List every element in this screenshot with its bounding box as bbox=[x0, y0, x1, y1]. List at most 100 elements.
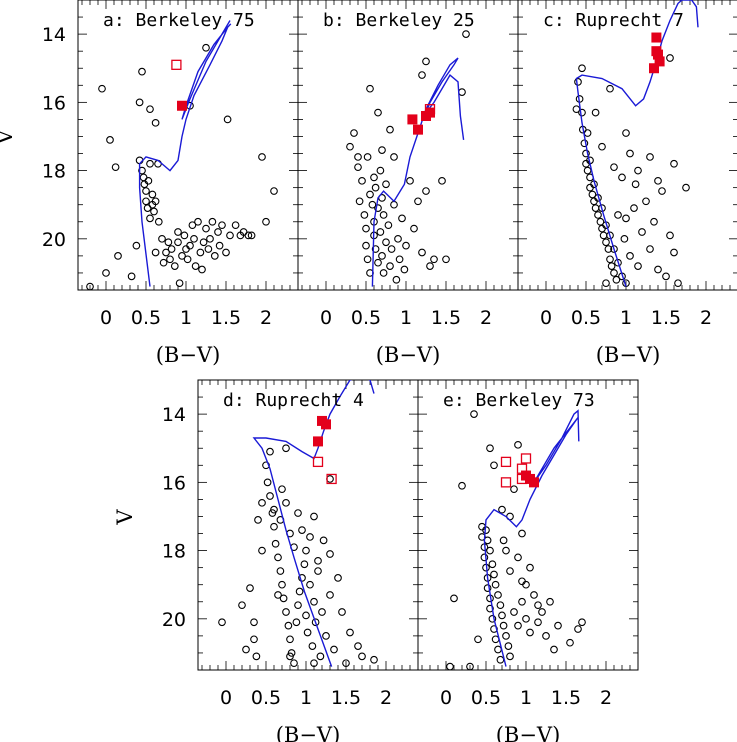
star-point bbox=[206, 234, 214, 243]
star-point bbox=[302, 611, 310, 620]
star-point bbox=[342, 659, 350, 668]
star-point bbox=[591, 108, 600, 117]
star-point bbox=[666, 54, 674, 62]
star-point bbox=[319, 536, 328, 545]
star-point bbox=[298, 526, 306, 534]
star-point bbox=[654, 265, 662, 274]
star-point bbox=[450, 594, 458, 603]
star-point bbox=[642, 197, 650, 206]
star-point bbox=[362, 241, 370, 250]
star-point bbox=[384, 221, 393, 230]
star-point bbox=[514, 440, 522, 449]
star-point bbox=[518, 529, 526, 538]
star-point bbox=[132, 241, 141, 250]
star-point bbox=[550, 645, 558, 654]
star-point bbox=[682, 183, 690, 192]
star-point bbox=[612, 275, 621, 284]
star-point bbox=[395, 255, 404, 264]
star-point bbox=[358, 652, 366, 661]
star-point bbox=[294, 601, 302, 610]
panel-b: 0 0.5 1 1.5 2 (B−V) b: Berkeley 25 bbox=[297, 0, 519, 367]
star-point bbox=[594, 211, 602, 219]
star-point bbox=[514, 621, 522, 630]
star-point bbox=[400, 265, 409, 274]
star-point bbox=[363, 255, 372, 264]
star-point bbox=[316, 652, 325, 661]
x-tick-label: 0.5 bbox=[251, 687, 281, 709]
star-point bbox=[483, 584, 492, 592]
star-point bbox=[602, 238, 610, 247]
star-point bbox=[382, 238, 390, 247]
x-tick-label: 0.5 bbox=[351, 307, 381, 329]
star-point bbox=[674, 279, 682, 288]
star-point bbox=[596, 217, 605, 226]
star-point bbox=[504, 642, 513, 650]
star-point bbox=[318, 608, 326, 616]
star-point bbox=[650, 217, 658, 226]
star-point bbox=[634, 166, 642, 175]
star-point bbox=[658, 187, 666, 195]
star-point bbox=[274, 553, 282, 562]
star-point bbox=[142, 187, 150, 195]
star-point bbox=[366, 190, 374, 199]
star-point bbox=[204, 245, 213, 253]
isochrone-line bbox=[252, 380, 375, 667]
x-axis-label: (B−V) bbox=[276, 723, 341, 742]
star-point bbox=[258, 546, 266, 555]
red-giant-filled bbox=[413, 124, 423, 135]
star-point bbox=[262, 217, 270, 226]
star-point bbox=[522, 580, 530, 589]
star-point bbox=[410, 224, 418, 233]
y-tick-label: 20 bbox=[162, 609, 186, 631]
star-point bbox=[387, 245, 396, 253]
star-point bbox=[534, 618, 542, 627]
star-point bbox=[218, 221, 226, 230]
red-giant-filled bbox=[321, 419, 331, 430]
star-point bbox=[666, 231, 674, 240]
star-point bbox=[458, 481, 466, 490]
red-giant-filled bbox=[649, 63, 659, 74]
star-point bbox=[394, 234, 402, 243]
star-point bbox=[379, 269, 388, 277]
x-tick-label: 2 bbox=[380, 687, 392, 709]
star-point bbox=[422, 187, 430, 195]
star-point bbox=[86, 282, 94, 290]
star-point bbox=[202, 224, 210, 233]
x-tick-label: 1 bbox=[300, 687, 312, 709]
star-point bbox=[374, 108, 382, 117]
x-tick-label: 2 bbox=[480, 307, 492, 329]
star-point bbox=[499, 536, 508, 545]
star-point bbox=[370, 173, 378, 182]
star-point bbox=[398, 214, 406, 223]
star-point bbox=[174, 238, 182, 247]
star-point bbox=[346, 628, 354, 637]
panel-title: d: Ruprecht 4 bbox=[223, 390, 364, 411]
star-point bbox=[270, 187, 278, 195]
star-point bbox=[630, 204, 638, 212]
star-point bbox=[214, 228, 222, 236]
plot-area bbox=[446, 409, 586, 670]
star-point bbox=[98, 84, 106, 93]
star-point bbox=[580, 139, 589, 148]
star-point bbox=[354, 163, 362, 172]
star-point bbox=[610, 269, 618, 277]
star-point bbox=[542, 632, 550, 640]
x-tick-label: 1 bbox=[400, 307, 412, 329]
star-point bbox=[368, 200, 377, 209]
star-point bbox=[554, 621, 562, 630]
red-giant-open bbox=[171, 59, 182, 70]
x-axis-label: (B−V) bbox=[376, 343, 441, 367]
star-point bbox=[144, 176, 153, 185]
star-point bbox=[486, 546, 494, 555]
star-point bbox=[418, 248, 426, 257]
star-point bbox=[238, 601, 246, 610]
star-point bbox=[186, 241, 194, 250]
star-point bbox=[208, 217, 217, 226]
y-tick-label: 16 bbox=[162, 472, 186, 494]
star-point bbox=[183, 255, 192, 264]
star-point bbox=[270, 522, 278, 531]
star-point bbox=[151, 197, 160, 206]
star-point bbox=[279, 594, 288, 603]
star-point bbox=[610, 245, 618, 253]
